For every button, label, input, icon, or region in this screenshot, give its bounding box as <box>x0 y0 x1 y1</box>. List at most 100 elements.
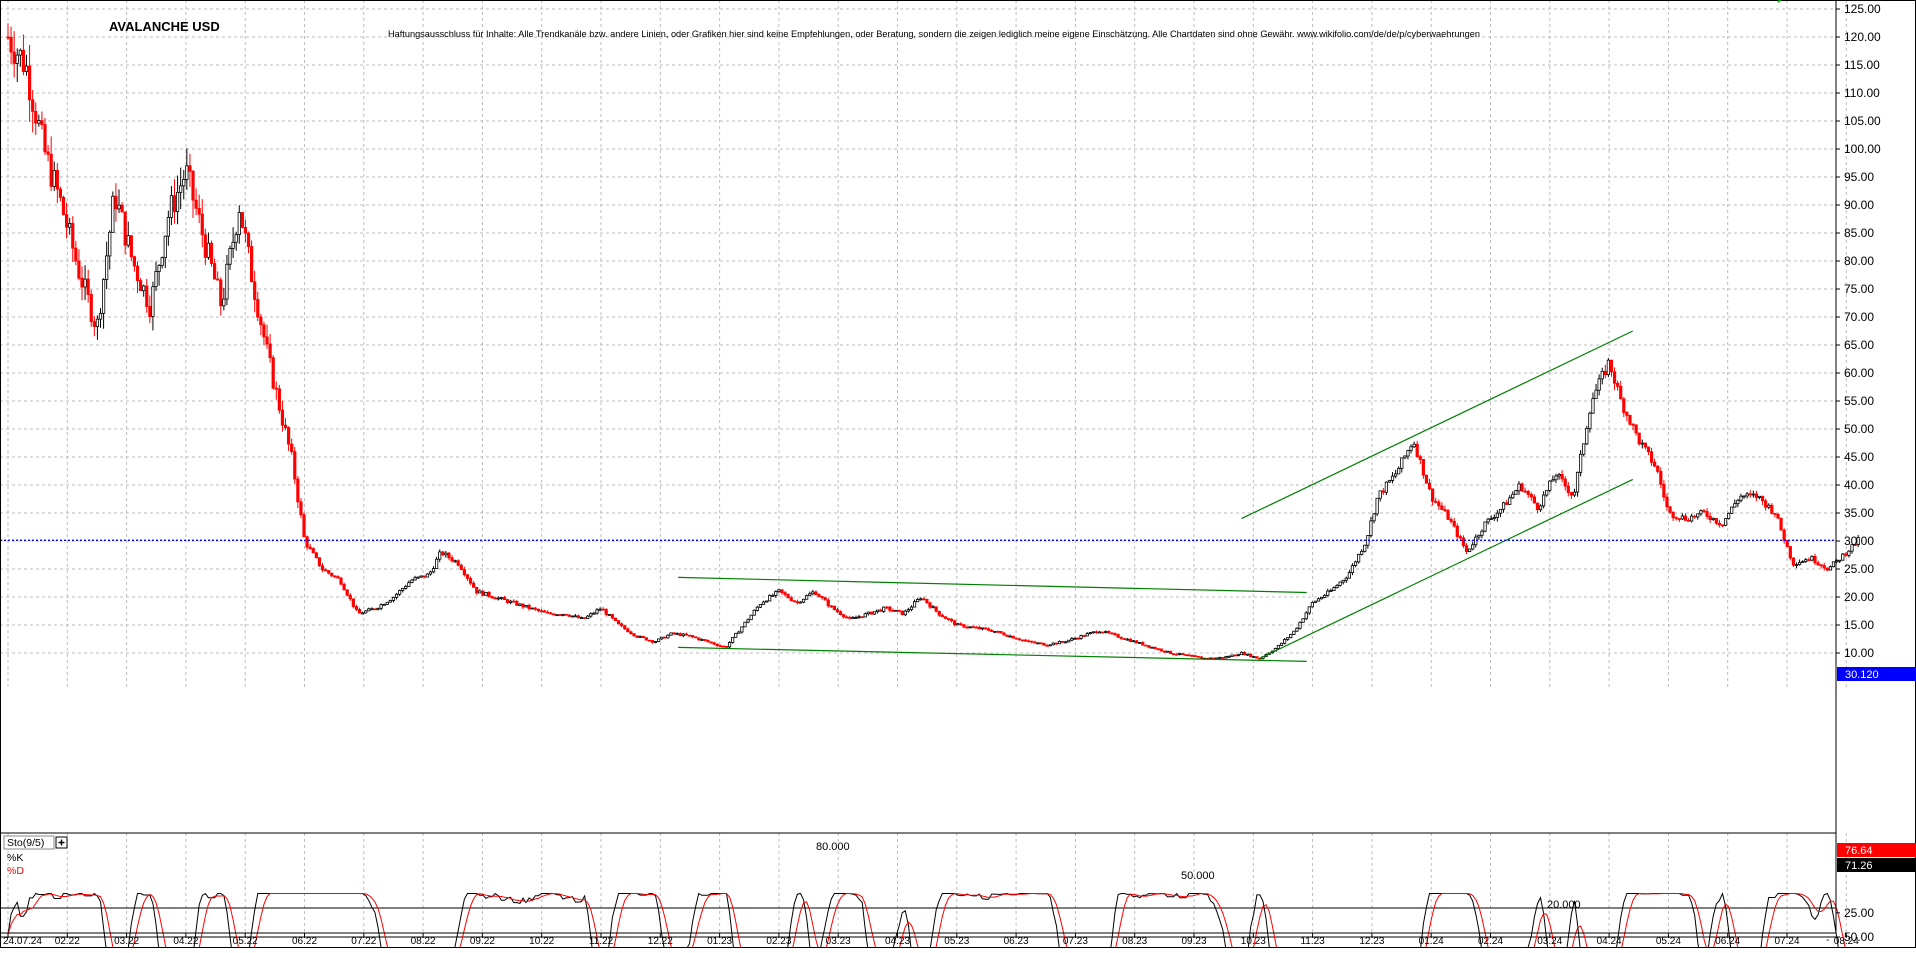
candle-body <box>1745 493 1749 497</box>
candle-body <box>1443 509 1447 511</box>
candle-body <box>1748 493 1752 496</box>
candle-body <box>1341 579 1345 583</box>
candle-body <box>1128 638 1133 642</box>
candle-body <box>882 606 886 612</box>
candle-body <box>798 601 803 604</box>
candle-body <box>86 278 90 295</box>
candle-body <box>974 626 978 629</box>
legend-d: %D <box>7 865 24 877</box>
candle-body <box>6 36 10 39</box>
candle-body <box>77 260 81 279</box>
candle-body <box>1190 655 1194 657</box>
candle-body <box>1172 653 1176 656</box>
candle-body <box>1023 639 1028 642</box>
candle-body <box>891 610 895 612</box>
x-tick-label: 02.22 <box>55 936 80 947</box>
candle-body <box>607 614 611 616</box>
candle-body <box>1313 600 1318 603</box>
candle-body <box>872 611 877 615</box>
candle-body <box>919 598 923 601</box>
candle-body <box>222 298 226 307</box>
candle-body <box>959 623 963 626</box>
candle-body <box>712 642 716 645</box>
candle-body <box>472 582 476 588</box>
candle-body <box>1036 642 1040 645</box>
candle-body <box>626 628 630 633</box>
x-tick-label: 06.23 <box>1004 936 1029 947</box>
candle-body <box>1560 473 1564 480</box>
candle-body <box>1039 642 1043 645</box>
x-tick-label: 11.23 <box>1300 936 1325 947</box>
candle-body <box>1736 499 1740 505</box>
candle-body <box>311 548 315 554</box>
candle-body <box>1603 370 1607 376</box>
stochastic-panel <box>0 891 1848 953</box>
trendline[interactable] <box>1258 478 1634 660</box>
candle-body <box>361 612 365 615</box>
candle-body <box>1101 631 1105 634</box>
candle-body <box>370 608 374 611</box>
candle-body <box>117 204 121 210</box>
candle-body <box>761 601 766 605</box>
candle-body <box>283 424 288 428</box>
candle-body <box>111 195 115 233</box>
candle-body <box>1298 621 1302 629</box>
candle-body <box>1224 656 1228 659</box>
x-tick-label: 04.24 <box>1597 936 1622 947</box>
candle-body <box>592 612 596 615</box>
candle-body <box>1424 474 1429 484</box>
candle-body <box>345 589 349 596</box>
candle-body <box>1723 518 1728 526</box>
candle-body <box>980 627 985 630</box>
candle-body <box>379 604 383 609</box>
candle-body <box>1350 565 1355 574</box>
candle-body <box>1067 639 1071 643</box>
trendline[interactable] <box>678 576 1307 594</box>
candle-body <box>1400 457 1404 469</box>
candle-body <box>1554 475 1558 481</box>
candle-body <box>1693 515 1697 518</box>
y-tick-label: 65.00 <box>1844 338 1874 352</box>
candle-body <box>382 603 386 606</box>
candle-body <box>977 626 981 630</box>
candle-body <box>431 568 436 573</box>
x-tick-label: 02.23 <box>766 936 791 947</box>
candle-body <box>1233 654 1237 657</box>
trendline[interactable] <box>678 646 1307 662</box>
candle-body <box>1486 518 1490 523</box>
candle-body <box>1566 485 1570 493</box>
candle-body <box>1199 656 1203 659</box>
candle-body <box>475 586 479 594</box>
candle-body <box>515 600 519 606</box>
candle-body <box>324 569 328 572</box>
candle-body <box>811 591 815 595</box>
candle-body <box>613 617 618 621</box>
trendline[interactable] <box>1241 330 1634 520</box>
candle-body <box>43 124 47 153</box>
candle-body <box>92 321 96 328</box>
candle-body <box>114 195 118 210</box>
plus-icon <box>58 839 65 846</box>
candle-body <box>552 613 556 616</box>
candle-body <box>586 615 590 619</box>
candle-body <box>1008 635 1012 638</box>
candle-body <box>530 607 534 610</box>
candle-body <box>986 628 991 631</box>
candle-body <box>1057 641 1062 645</box>
candle-body <box>31 99 35 112</box>
candle-body <box>1575 471 1580 493</box>
candle-body <box>823 597 827 601</box>
candle-body <box>1548 480 1552 491</box>
candle-body <box>481 590 485 596</box>
candle-body <box>1378 490 1382 499</box>
candle-body <box>857 616 861 619</box>
y-tick-label: 15.00 <box>1844 618 1874 632</box>
candle-body <box>468 577 473 584</box>
candle-body <box>771 594 775 597</box>
candle-body <box>83 278 87 288</box>
candle-body <box>1332 587 1336 591</box>
candle-body <box>620 623 624 627</box>
candle-body <box>1249 653 1253 658</box>
candle-body <box>703 639 707 641</box>
candle-body <box>1649 451 1654 463</box>
